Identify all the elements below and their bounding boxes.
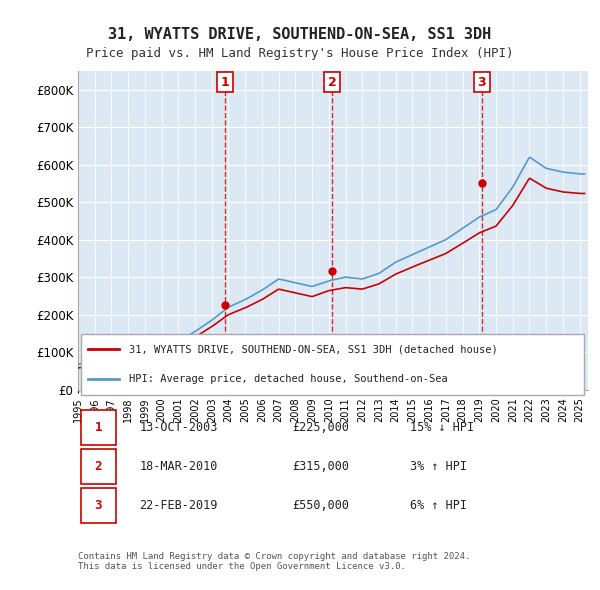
Text: 31, WYATTS DRIVE, SOUTHEND-ON-SEA, SS1 3DH (detached house): 31, WYATTS DRIVE, SOUTHEND-ON-SEA, SS1 3…	[129, 345, 498, 355]
Text: 31, WYATTS DRIVE, SOUTHEND-ON-SEA, SS1 3DH: 31, WYATTS DRIVE, SOUTHEND-ON-SEA, SS1 3…	[109, 27, 491, 41]
Text: 15% ↓ HPI: 15% ↓ HPI	[409, 421, 473, 434]
Text: 3% ↑ HPI: 3% ↑ HPI	[409, 460, 467, 473]
Text: HPI: Average price, detached house, Southend-on-Sea: HPI: Average price, detached house, Sout…	[129, 374, 448, 384]
Text: 2: 2	[95, 460, 102, 473]
Text: 1: 1	[95, 421, 102, 434]
Text: 22-FEB-2019: 22-FEB-2019	[139, 499, 218, 512]
Text: 1: 1	[220, 76, 229, 88]
FancyBboxPatch shape	[80, 449, 116, 484]
Text: Price paid vs. HM Land Registry's House Price Index (HPI): Price paid vs. HM Land Registry's House …	[86, 47, 514, 60]
Text: 18-MAR-2010: 18-MAR-2010	[139, 460, 218, 473]
Point	[477, 179, 487, 188]
Point	[328, 267, 337, 276]
FancyBboxPatch shape	[80, 488, 116, 523]
FancyBboxPatch shape	[80, 410, 116, 445]
FancyBboxPatch shape	[80, 334, 584, 395]
Text: £315,000: £315,000	[292, 460, 349, 473]
Text: 13-OCT-2003: 13-OCT-2003	[139, 421, 218, 434]
Text: £550,000: £550,000	[292, 499, 349, 512]
Text: 6% ↑ HPI: 6% ↑ HPI	[409, 499, 467, 512]
Text: Contains HM Land Registry data © Crown copyright and database right 2024.
This d: Contains HM Land Registry data © Crown c…	[78, 552, 470, 571]
Text: 3: 3	[478, 76, 486, 88]
Text: 3: 3	[95, 499, 102, 512]
Text: £225,000: £225,000	[292, 421, 349, 434]
Text: 2: 2	[328, 76, 337, 88]
Point	[220, 300, 230, 310]
